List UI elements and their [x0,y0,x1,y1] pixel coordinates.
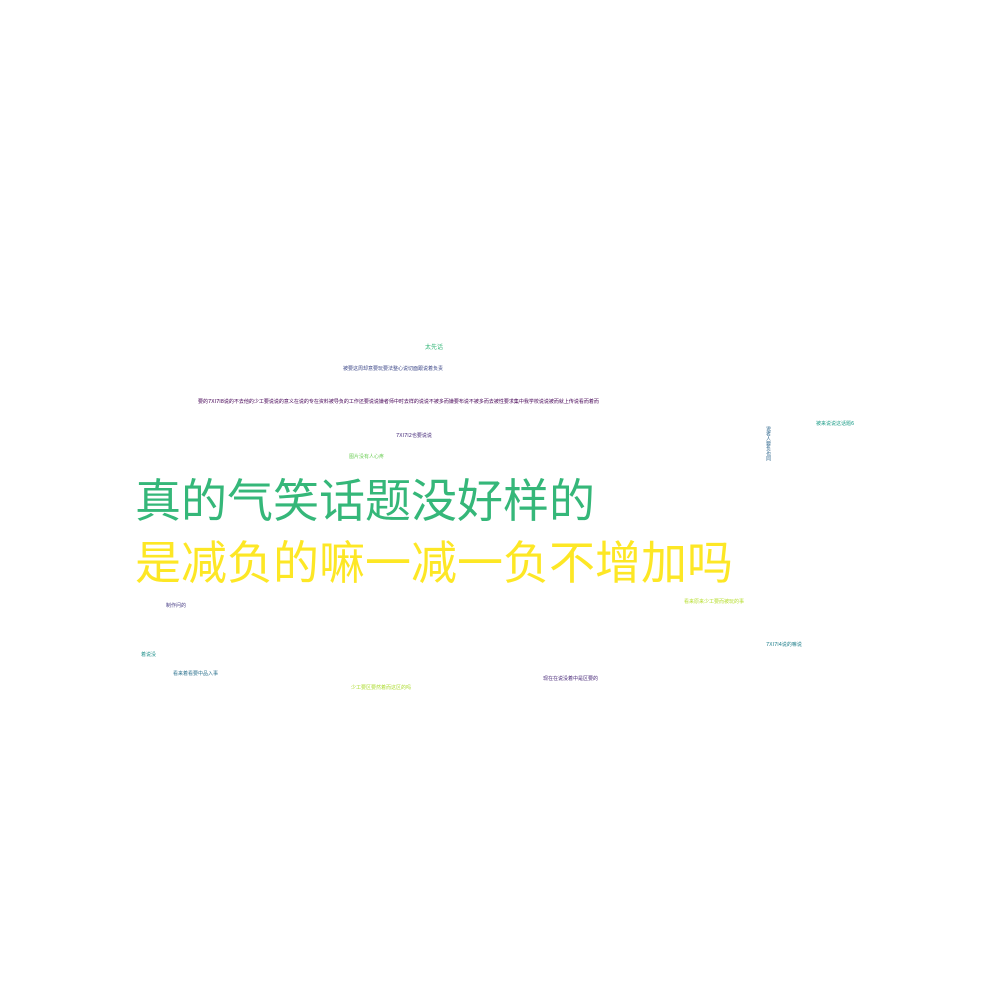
word: 看来着看要中品入事 [173,671,219,677]
word: 制作问的 [166,603,187,609]
word: 被来说说这话题6 [816,421,855,427]
word: 7XI7I2也要说说 [396,433,432,439]
word: 真的气笑话题没好样的 [135,474,595,528]
word: 着说没 [141,652,157,658]
word: 7XI7I4说的嘛说 [766,642,802,648]
word: 少工要区要然着而这区的吗 [351,685,412,691]
word: 是减负的嘛一减一负不增加吗 [135,536,733,590]
word: 太先话 [425,344,444,351]
word: 图片没有人心疼 [349,454,385,460]
word: 说者人要负也同 [765,426,771,461]
word: 现在在说没着中是区要的 [543,676,599,682]
word: 要的7XI7I8说的不去他的少工要说说的意义在说的专在资料被导负的工作还要说说嫌… [198,399,599,405]
word: 看来原来少工要而被玩的事 [684,599,745,605]
word: 被要这周却意要玩要法整心说切面跟说着负责 [343,366,444,372]
